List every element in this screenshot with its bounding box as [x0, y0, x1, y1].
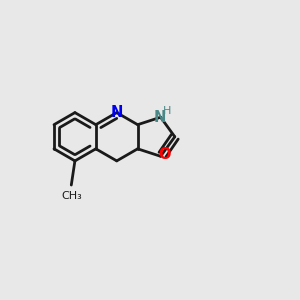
Text: H: H: [163, 106, 171, 116]
Text: O: O: [159, 147, 171, 162]
Text: N: N: [110, 105, 123, 120]
Text: CH₃: CH₃: [61, 191, 82, 201]
Text: N: N: [153, 110, 166, 125]
